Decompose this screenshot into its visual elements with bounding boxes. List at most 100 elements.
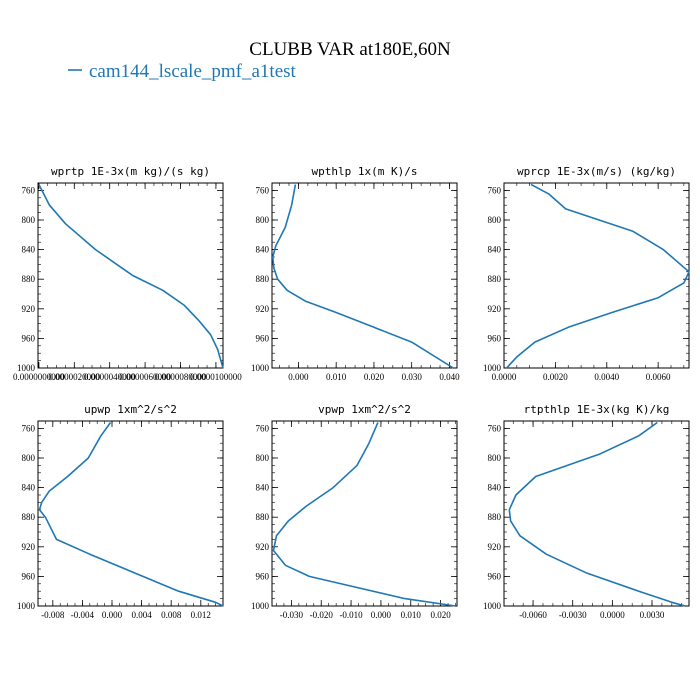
y-tick-label: 920	[22, 542, 36, 552]
y-tick-label: 760	[488, 185, 502, 195]
y-tick-label: 840	[256, 245, 270, 255]
x-tick-label: 0.004	[131, 610, 152, 620]
y-tick-label: 880	[22, 274, 36, 284]
y-tick-label: 840	[488, 483, 502, 493]
y-tick-label: 960	[488, 571, 502, 581]
y-tick-label: 1000	[251, 601, 270, 611]
y-tick-label: 800	[488, 215, 502, 225]
y-tick-label: 880	[256, 274, 270, 284]
series-line	[271, 184, 454, 369]
y-tick-label: 840	[256, 483, 270, 493]
y-tick-label: 1000	[17, 601, 36, 611]
x-tick-label: 0.0000020000	[48, 372, 100, 382]
x-tick-label: 0.0000	[600, 610, 625, 620]
x-tick-label: -0.030	[280, 610, 304, 620]
x-tick-label: 0.010	[401, 610, 422, 620]
chart-panel-2: wpthlp 1x(m K)/s 760 800 840 880 920 960 1000 0.…	[251, 165, 460, 382]
chart-panel-3: wprcp 1E-3x(m/s) (kg/kg) 760 800 840 880 920 9…	[483, 165, 690, 382]
y-tick-label: 920	[22, 304, 36, 314]
x-tick-label: 0.030	[402, 372, 423, 382]
panel-title: vpwp 1xm^2/s^2	[318, 403, 411, 416]
y-tick-label: 840	[22, 483, 36, 493]
y-tick-label: 880	[256, 512, 270, 522]
x-tick-label: 0.000	[288, 372, 309, 382]
series-line	[508, 421, 686, 607]
y-tick-label: 960	[488, 333, 502, 343]
y-tick-label: 880	[22, 512, 36, 522]
series-line	[272, 422, 456, 607]
x-tick-label: 0.0000080000	[155, 372, 207, 382]
x-tick-label: 0.0030	[640, 610, 665, 620]
y-tick-label: 840	[22, 245, 36, 255]
y-tick-label: 960	[256, 333, 270, 343]
x-tick-label: 0.020	[364, 372, 385, 382]
panel-title: rtpthlp 1E-3x(kg K)/kg	[524, 403, 670, 416]
plot-frame	[503, 420, 690, 607]
figure-title: CLUBB VAR at180E,60N	[249, 39, 451, 60]
x-tick-label: -0.004	[71, 610, 95, 620]
y-tick-label: 1000	[483, 601, 502, 611]
y-tick-label: 800	[22, 215, 36, 225]
plot-frame	[503, 182, 690, 369]
y-tick-label: 760	[488, 423, 502, 433]
chart-panel-1: wprtp 1E-3x(m kg)/(s kg) 760 800 840 880 920 9…	[13, 165, 242, 382]
y-tick-label: 760	[22, 423, 36, 433]
x-tick-label: 0.040	[439, 372, 460, 382]
y-tick-label: 1000	[17, 363, 36, 373]
y-tick-label: 760	[22, 185, 36, 195]
x-tick-label: 0.0020	[543, 372, 568, 382]
x-tick-label: 0.020	[430, 610, 451, 620]
y-tick-label: 1000	[483, 363, 502, 373]
y-tick-label: 760	[256, 423, 270, 433]
plot-frame	[271, 420, 458, 607]
y-tick-label: 920	[256, 542, 270, 552]
x-tick-label: 0.012	[191, 610, 211, 620]
y-tick-label: 800	[22, 453, 36, 463]
y-tick-label: 1000	[251, 363, 270, 373]
panel-title: wprcp 1E-3x(m/s) (kg/kg)	[517, 165, 676, 178]
x-tick-label: 0.010	[326, 372, 347, 382]
y-tick-label: 880	[488, 512, 502, 522]
y-tick-label: 920	[488, 542, 502, 552]
x-tick-label: 0.0000040000	[84, 372, 136, 382]
y-tick-label: 880	[488, 274, 502, 284]
x-tick-label: -0.020	[310, 610, 334, 620]
x-tick-label: -0.0060	[519, 610, 547, 620]
y-tick-label: 920	[488, 304, 502, 314]
x-tick-label: -0.010	[339, 610, 363, 620]
series-line	[38, 184, 224, 369]
panel-title: upwp 1xm^2/s^2	[84, 403, 177, 416]
panels-group: wprtp 1E-3x(m kg)/(s kg) 760 800 840 880 920 9…	[13, 165, 690, 620]
y-tick-label: 960	[22, 571, 36, 581]
x-tick-label: 0.0000060000	[119, 372, 171, 382]
x-tick-label: 0.008	[161, 610, 182, 620]
chart-panel-5: vpwp 1xm^2/s^2 760 800 840 880 920 960 1000 -0.0…	[251, 403, 458, 620]
x-tick-label: 0.0040	[594, 372, 619, 382]
plot-frame	[37, 420, 224, 607]
y-tick-label: 840	[488, 245, 502, 255]
chart-panel-6: rtpthlp 1E-3x(kg K)/kg 760 800 840 880 920 960…	[483, 403, 690, 620]
y-tick-label: 800	[256, 453, 270, 463]
y-tick-label: 760	[256, 185, 270, 195]
y-tick-label: 800	[256, 215, 270, 225]
plot-frame	[37, 182, 224, 369]
y-tick-label: 960	[22, 333, 36, 343]
y-tick-label: 920	[256, 304, 270, 314]
x-tick-label: 0.0000100000	[190, 372, 242, 382]
series-line	[38, 422, 224, 607]
chart-panel-4: upwp 1xm^2/s^2 760 800 840 880 920 960 1000 -0.0…	[17, 403, 224, 620]
x-tick-label: 0.0060	[646, 372, 671, 382]
series-line	[505, 183, 690, 369]
legend-label: cam144_lscale_pmf_a1test	[89, 61, 297, 82]
x-tick-label: 0.000	[102, 610, 123, 620]
x-tick-label: -0.008	[41, 610, 65, 620]
y-tick-label: 800	[488, 453, 502, 463]
x-tick-label: 0.000	[371, 610, 392, 620]
x-tick-label: -0.0030	[559, 610, 587, 620]
panel-title: wpthlp 1x(m K)/s	[312, 165, 418, 178]
x-tick-label: 0.0000000000	[13, 372, 65, 382]
y-tick-label: 960	[256, 571, 270, 581]
panel-title: wprtp 1E-3x(m kg)/(s kg)	[51, 165, 210, 178]
x-tick-label: 0.0000	[492, 372, 517, 382]
